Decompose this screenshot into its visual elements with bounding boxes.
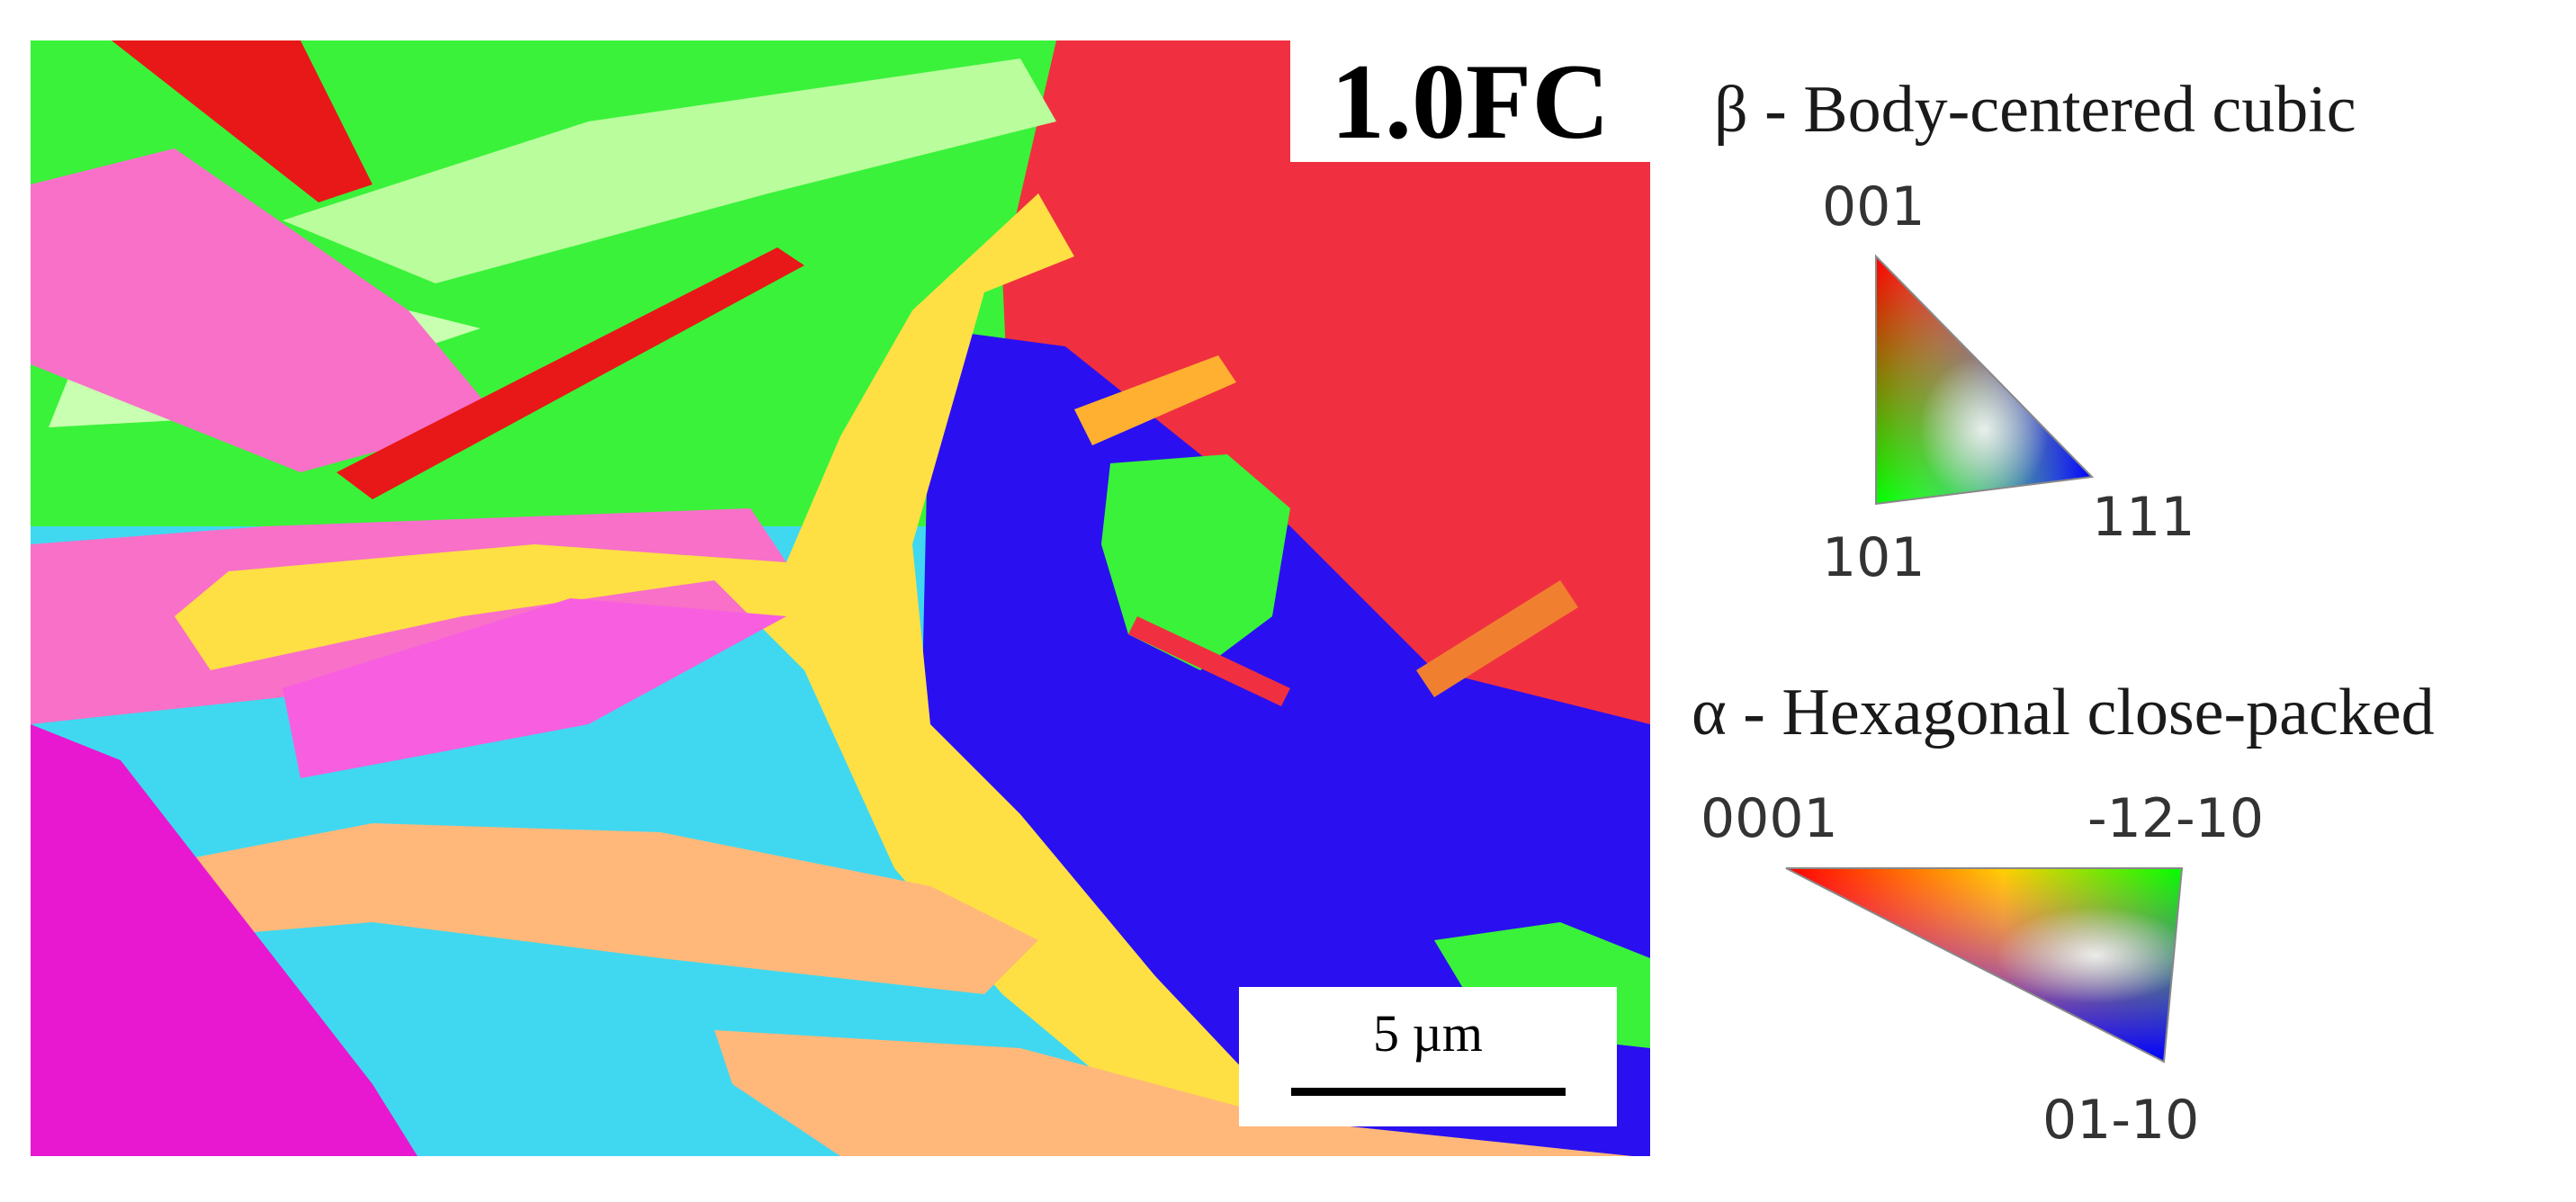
grain-green-blob [1101,454,1290,670]
lath-red-topleft [112,40,372,202]
lath-red-in-blue [1128,616,1290,706]
alpha-pole-01-10: 01-10 [2042,1089,2200,1152]
grain-yellow [175,193,1308,1156]
lath-light-green-top [283,58,1056,283]
alpha-pole-0001: 0001 [1701,787,1838,850]
hcp-ipf-triangle [1785,867,2184,1063]
beta-pole-101: 101 [1822,526,1925,589]
lath-orange-right [1416,580,1578,697]
lath-magenta-mid [283,598,786,778]
lath-magenta-bottom-left [31,724,417,1156]
alpha-pole-12-10: -12-10 [2087,787,2264,850]
lath-orange-long [139,823,1038,994]
scale-bar [1291,1088,1566,1096]
alpha-legend-title: α - Hexagonal close-packed [1692,676,2435,749]
lath-red-diagonal [337,247,804,499]
beta-legend-title: β - Body-centered cubic [1714,73,2356,147]
beta-pole-001: 001 [1822,175,1925,238]
scale-bar-box: 5 µm [1239,987,1617,1126]
sample-label: 1.0FC [1290,40,1650,162]
bcc-ipf-triangle [1875,254,2095,506]
scale-bar-label: 5 µm [1372,1004,1484,1063]
lath-orange-bottom [714,1030,1632,1156]
lath-orange-blob [1074,355,1236,445]
ebsd-orientation-map: 1.0FC 5 µm [31,40,1650,1156]
beta-pole-111: 111 [2092,486,2195,549]
lath-magenta-left [31,148,498,472]
